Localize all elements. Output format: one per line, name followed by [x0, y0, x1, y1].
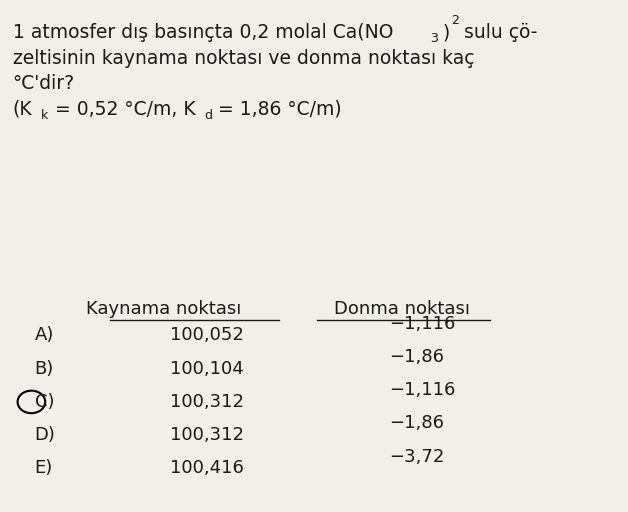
Text: 100,312: 100,312	[170, 426, 244, 444]
Text: zeltisinin kaynama noktası ve donma noktası kaç: zeltisinin kaynama noktası ve donma nokt…	[13, 49, 474, 68]
Text: sulu çö-: sulu çö-	[458, 23, 538, 42]
Text: −1,116: −1,116	[389, 381, 456, 399]
Text: = 0,52 °C/m, K: = 0,52 °C/m, K	[49, 100, 195, 119]
Text: 100,416: 100,416	[170, 459, 244, 478]
Text: −1,86: −1,86	[389, 348, 445, 366]
Text: A): A)	[35, 326, 54, 345]
Text: 100,312: 100,312	[170, 393, 244, 411]
Text: 2: 2	[451, 14, 459, 27]
Text: d: d	[204, 109, 212, 122]
Text: Kaynama noktası: Kaynama noktası	[85, 300, 241, 317]
Text: E): E)	[35, 459, 53, 478]
Text: C): C)	[35, 393, 54, 411]
Text: 100,052: 100,052	[170, 326, 244, 345]
Text: B): B)	[35, 359, 54, 378]
Text: −1,86: −1,86	[389, 414, 445, 433]
Text: 3: 3	[430, 32, 438, 45]
Text: (K: (K	[13, 100, 32, 119]
Text: = 1,86 °C/m): = 1,86 °C/m)	[212, 100, 342, 119]
Text: Donma noktası: Donma noktası	[334, 300, 470, 317]
Text: °C'dir?: °C'dir?	[13, 74, 75, 93]
Text: −1,116: −1,116	[389, 314, 456, 333]
Text: 100,104: 100,104	[170, 359, 243, 378]
Text: 1 atmosfer dış basınçta 0,2 molal Ca(NO: 1 atmosfer dış basınçta 0,2 molal Ca(NO	[13, 23, 393, 42]
Text: −3,72: −3,72	[389, 447, 445, 466]
Text: k: k	[41, 109, 48, 122]
Text: D): D)	[35, 426, 55, 444]
Text: ): )	[443, 23, 450, 42]
